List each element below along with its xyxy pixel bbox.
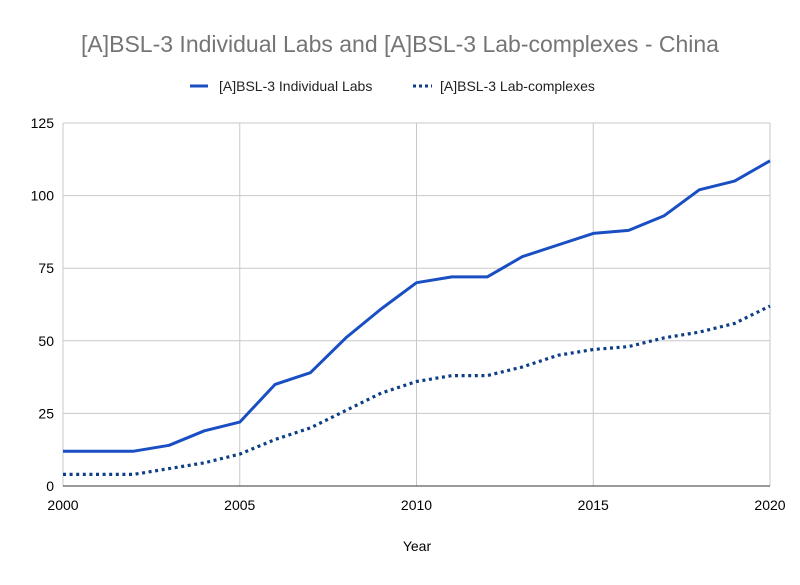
legend-label-lab-complexes: [A]BSL-3 Lab-complexes — [440, 78, 595, 94]
y-tick-label-50: 50 — [38, 333, 54, 349]
series-line-individual-labs — [63, 159, 771, 453]
series-line-lab-complexes — [63, 304, 771, 476]
y-tick-label-100: 100 — [31, 188, 55, 204]
y-tick-label-0: 0 — [46, 478, 54, 494]
series — [63, 159, 771, 476]
y-tick-label-75: 75 — [38, 260, 54, 276]
legend: [A]BSL-3 Individual Labs [A]BSL-3 Lab-co… — [190, 78, 595, 94]
chart-title: [A]BSL-3 Individual Labs and [A]BSL-3 La… — [81, 31, 719, 57]
y-tick-label-125: 125 — [31, 115, 55, 131]
x-tick-label-2010: 2010 — [401, 497, 432, 513]
x-tick-label-2005: 2005 — [224, 497, 255, 513]
grid — [62, 122, 771, 486]
legend-item-individual-labs: [A]BSL-3 Individual Labs — [190, 78, 372, 94]
x-tick-label-2000: 2000 — [47, 497, 78, 513]
x-axis-label: Year — [403, 538, 432, 554]
x-tick-label-2020: 2020 — [754, 497, 785, 513]
tick-labels: 0 25 50 75 100 125 2000 2005 2010 2015 2020 — [31, 115, 786, 513]
legend-label-individual-labs: [A]BSL-3 Individual Labs — [219, 78, 372, 94]
y-tick-label-25: 25 — [38, 405, 54, 421]
x-tick-label-2015: 2015 — [578, 497, 609, 513]
legend-item-lab-complexes: [A]BSL-3 Lab-complexes — [413, 78, 595, 94]
